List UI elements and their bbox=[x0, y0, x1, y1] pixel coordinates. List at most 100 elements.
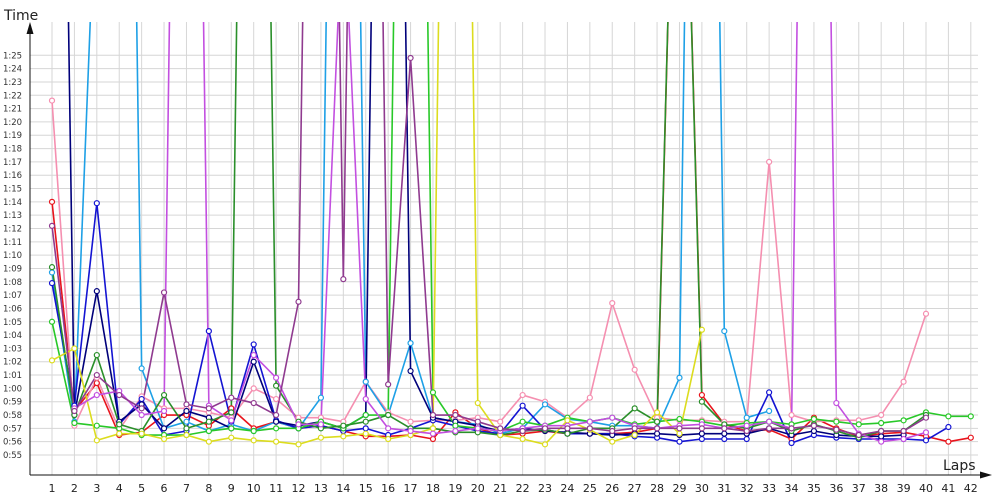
data-point bbox=[295, 441, 302, 448]
data-point bbox=[138, 395, 145, 403]
y-axis-title: Time bbox=[3, 8, 38, 24]
data-point bbox=[519, 391, 526, 399]
data-point bbox=[116, 391, 123, 399]
data-point bbox=[362, 418, 369, 425]
data-point bbox=[205, 438, 212, 445]
data-point bbox=[900, 417, 907, 424]
data-point bbox=[385, 425, 392, 432]
data-point bbox=[250, 437, 257, 444]
data-point bbox=[48, 280, 56, 287]
x-tick-label: 12 bbox=[292, 482, 306, 495]
data-point bbox=[900, 427, 907, 435]
data-point bbox=[93, 391, 100, 399]
data-point bbox=[429, 430, 437, 437]
y-axis-arrow bbox=[26, 22, 34, 34]
data-point bbox=[766, 158, 773, 165]
data-point bbox=[878, 411, 885, 419]
x-tick-label: 25 bbox=[583, 482, 597, 495]
tick-labels: 0:55 0:56 0:57 0:58 0:59 1:00 1:01 1:02 1:03 1:04… bbox=[3, 51, 978, 495]
x-tick-label: 37 bbox=[852, 482, 866, 495]
y-tick-label: 1:09 bbox=[3, 264, 22, 274]
x-tick-label: 16 bbox=[381, 482, 395, 495]
data-point bbox=[609, 427, 616, 435]
series-line bbox=[51, 22, 703, 446]
data-point bbox=[385, 435, 392, 443]
x-tick-label: 23 bbox=[538, 482, 552, 495]
x-tick-label: 26 bbox=[605, 482, 619, 495]
data-point bbox=[878, 419, 885, 427]
data-point bbox=[743, 422, 750, 429]
data-point bbox=[922, 310, 930, 317]
data-point bbox=[676, 430, 683, 437]
x-tick-label: 19 bbox=[448, 482, 462, 495]
data-point bbox=[586, 418, 593, 425]
data-point bbox=[676, 415, 683, 423]
data-point bbox=[116, 430, 123, 437]
data-point bbox=[228, 434, 235, 441]
x-tick-label: 6 bbox=[161, 482, 168, 495]
data-point bbox=[273, 374, 280, 381]
x-axis-arrow bbox=[980, 471, 992, 479]
data-point bbox=[93, 437, 100, 444]
x-tick-label: 17 bbox=[404, 482, 418, 495]
y-tick-label: 1:15 bbox=[3, 185, 22, 195]
axes bbox=[26, 22, 992, 479]
data-point bbox=[653, 425, 661, 432]
data-point bbox=[407, 367, 414, 375]
data-point bbox=[878, 427, 885, 435]
data-point bbox=[698, 435, 705, 443]
data-point bbox=[250, 399, 257, 407]
data-point bbox=[922, 429, 930, 436]
data-point bbox=[541, 401, 549, 408]
data-point bbox=[317, 421, 325, 428]
x-tick-label: 22 bbox=[516, 482, 530, 495]
data-point bbox=[743, 435, 750, 443]
data-point bbox=[519, 418, 526, 425]
x-tick-label: 9 bbox=[228, 482, 235, 495]
x-tick-label: 32 bbox=[740, 482, 754, 495]
data-point bbox=[541, 425, 549, 432]
data-point bbox=[273, 418, 280, 425]
data-point bbox=[609, 438, 616, 445]
x-tick-label: 42 bbox=[964, 482, 978, 495]
data-point bbox=[48, 264, 56, 271]
data-point bbox=[205, 418, 212, 425]
data-point bbox=[407, 339, 414, 347]
data-point bbox=[362, 378, 369, 385]
data-point bbox=[452, 411, 459, 419]
data-point bbox=[631, 425, 638, 432]
x-tick-label: 36 bbox=[829, 482, 843, 495]
data-point bbox=[810, 415, 818, 423]
data-point bbox=[273, 382, 280, 389]
data-point bbox=[183, 418, 190, 425]
data-point bbox=[340, 276, 347, 283]
y-tick-label: 1:08 bbox=[3, 278, 22, 288]
x-tick-label: 38 bbox=[874, 482, 888, 495]
data-point bbox=[48, 97, 56, 104]
x-tick-label: 33 bbox=[762, 482, 776, 495]
series-line bbox=[51, 22, 927, 436]
data-point bbox=[317, 394, 325, 401]
data-point bbox=[71, 419, 78, 427]
y-tick-label: 1:25 bbox=[3, 51, 22, 61]
data-point bbox=[721, 425, 728, 432]
data-point bbox=[429, 411, 437, 419]
y-tick-label: 0:58 bbox=[3, 411, 22, 421]
data-point bbox=[631, 366, 638, 373]
y-tick-label: 1:14 bbox=[3, 198, 22, 208]
x-tick-label: 15 bbox=[359, 482, 373, 495]
data-point bbox=[743, 427, 750, 435]
data-point bbox=[48, 318, 56, 325]
x-tick-label: 27 bbox=[628, 482, 642, 495]
data-point bbox=[429, 435, 437, 443]
x-tick-label: 4 bbox=[116, 482, 123, 495]
data-point bbox=[340, 433, 347, 440]
data-point bbox=[766, 407, 773, 415]
x-tick-label: 39 bbox=[897, 482, 911, 495]
data-point bbox=[766, 425, 773, 432]
data-point bbox=[93, 288, 100, 295]
data-point bbox=[721, 430, 728, 437]
y-tick-label: 1:24 bbox=[3, 65, 22, 75]
data-point bbox=[855, 431, 862, 439]
data-point bbox=[474, 399, 481, 407]
